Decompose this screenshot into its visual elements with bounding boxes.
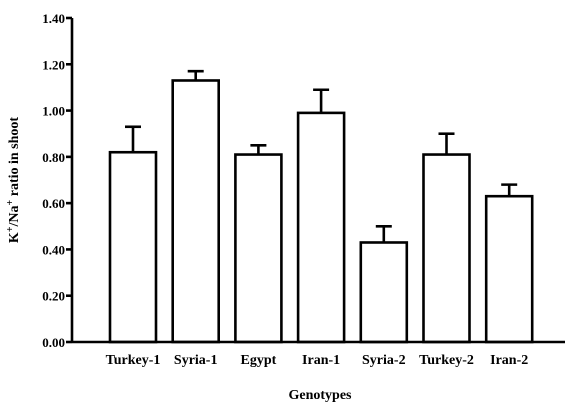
bar-syria-1 [171, 79, 220, 344]
x-tick-label-iran-1: Iran-1 [302, 353, 340, 368]
y-axis-title-k: K [7, 232, 22, 243]
bar-egypt [234, 153, 283, 344]
x-axis-title: Genotypes [289, 388, 353, 403]
x-tick-label-egypt: Egypt [241, 353, 277, 368]
y-tick-label: 0.20 [42, 289, 65, 304]
y-axis-ticks: 0.00 0.20 0.40 0.60 0.80 1.00 1.20 1.40 [42, 11, 72, 350]
bar-iran-2 [484, 194, 534, 344]
bar-turkey-2 [422, 153, 471, 344]
y-axis-title: K+/Na+ ratio in shoot [5, 117, 23, 243]
x-tick-label-turkey-2: Turkey-2 [419, 353, 474, 368]
x-tick-label-turkey-1: Turkey-1 [106, 353, 161, 368]
bars-group [108, 79, 534, 344]
x-tick-label-syria-1: Syria-1 [174, 353, 218, 368]
y-tick-label: 0.80 [42, 150, 65, 165]
bar-syria-2 [359, 241, 409, 344]
y-axis-title-rest: ratio in shoot [7, 117, 22, 200]
x-tick-label-syria-2: Syria-2 [362, 353, 406, 368]
x-axis-tick-labels: Turkey-1 Syria-1 Egypt Iran-1 Syria-2 Turkey-… [106, 353, 529, 368]
y-axis-title-sup1: + [5, 226, 16, 232]
y-tick-label: 1.00 [42, 104, 65, 119]
bar-iran-1 [296, 111, 346, 344]
bar-turkey-1 [108, 150, 158, 344]
y-tick-label: 0.40 [42, 242, 65, 257]
y-tick-label: 0.00 [42, 335, 65, 350]
y-tick-label: 1.40 [42, 11, 65, 26]
y-tick-label: 0.60 [42, 196, 65, 211]
x-tick-label-iran-2: Iran-2 [490, 353, 528, 368]
error-bars-group [125, 69, 518, 243]
y-axis-title-na: /Na [7, 205, 22, 227]
y-tick-label: 1.20 [42, 57, 65, 72]
y-axis-title-sup2: + [5, 199, 16, 205]
